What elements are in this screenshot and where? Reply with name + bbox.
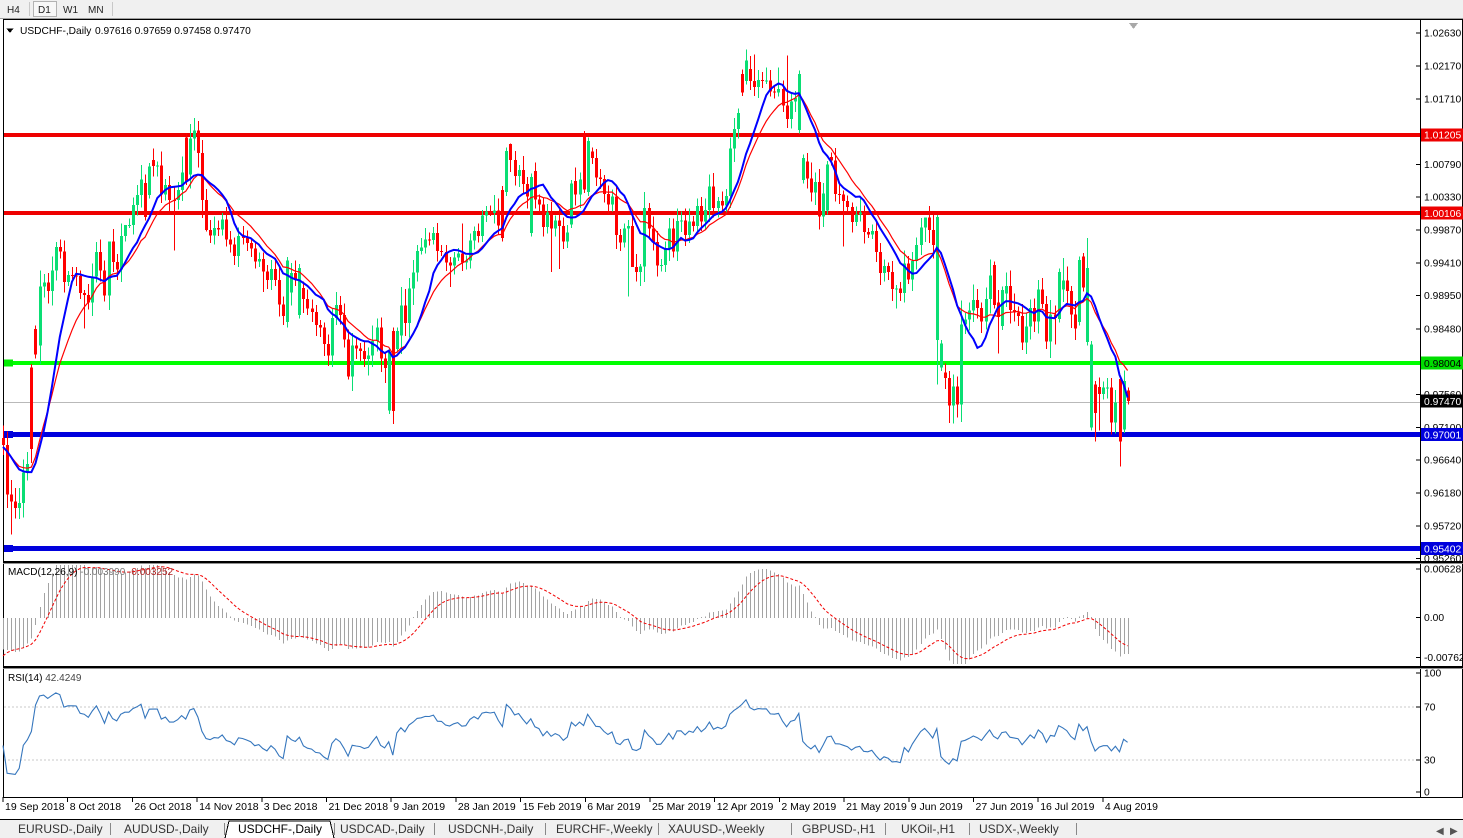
svg-text:H4: H4 [7, 5, 20, 16]
svg-text:1.00330: 1.00330 [1424, 193, 1461, 204]
svg-text:0.95402: 0.95402 [1424, 544, 1461, 555]
svg-text:MACD(12,26,9) -0.003990 -0.003: MACD(12,26,9) -0.003990 -0.003252 [8, 567, 174, 578]
svg-text:USDX-,Weekly: USDX-,Weekly [979, 822, 1059, 836]
svg-text:USDCNH-,Daily: USDCNH-,Daily [448, 822, 533, 836]
svg-text:30: 30 [1424, 756, 1436, 767]
svg-text:0: 0 [1424, 788, 1430, 799]
svg-text:0.97616 0.97659 0.97458 0.9747: 0.97616 0.97659 0.97458 0.97470 [95, 26, 251, 37]
svg-text:RSI(14) 42.4249: RSI(14) 42.4249 [8, 673, 82, 684]
svg-text:0.99870: 0.99870 [1424, 226, 1461, 237]
svg-text:0.97470: 0.97470 [1424, 397, 1461, 408]
svg-text:0.00: 0.00 [1424, 613, 1444, 624]
svg-text:1.00790: 1.00790 [1424, 160, 1461, 171]
svg-text:0.98950: 0.98950 [1424, 291, 1461, 302]
svg-text:▶: ▶ [1450, 826, 1458, 837]
svg-text:0.95260: 0.95260 [1424, 554, 1461, 565]
svg-text:EURUSD-,Daily: EURUSD-,Daily [18, 822, 103, 836]
svg-text:0.98480: 0.98480 [1424, 325, 1461, 336]
svg-text:8 Oct 2018: 8 Oct 2018 [70, 801, 122, 813]
svg-text:1.00106: 1.00106 [1424, 209, 1461, 220]
svg-text:25 Mar 2019: 25 Mar 2019 [652, 801, 711, 813]
svg-text:0.97001: 0.97001 [1424, 430, 1461, 441]
svg-text:12 Apr 2019: 12 Apr 2019 [717, 801, 774, 813]
svg-text:70: 70 [1424, 703, 1436, 714]
svg-text:16 Jul 2019: 16 Jul 2019 [1040, 801, 1094, 813]
svg-text:6 Mar 2019: 6 Mar 2019 [587, 801, 640, 813]
svg-text:USDCHF-,Daily: USDCHF-,Daily [20, 26, 92, 37]
svg-text:UKOil-,H1: UKOil-,H1 [901, 822, 955, 836]
svg-text:21 May 2019: 21 May 2019 [846, 801, 907, 813]
svg-text:21 Dec 2018: 21 Dec 2018 [329, 801, 389, 813]
svg-text:USDCAD-,Daily: USDCAD-,Daily [340, 822, 425, 836]
svg-text:MN: MN [88, 5, 104, 16]
svg-text:26 Oct 2018: 26 Oct 2018 [134, 801, 191, 813]
svg-text:1.01710: 1.01710 [1424, 94, 1461, 105]
svg-text:USDCHF-,Daily: USDCHF-,Daily [238, 822, 322, 836]
svg-text:AUDUSD-,Daily: AUDUSD-,Daily [124, 822, 209, 836]
svg-text:W1: W1 [63, 5, 78, 16]
svg-text:XAUUSD-,Weekly: XAUUSD-,Weekly [668, 822, 764, 836]
svg-text:9 Jun 2019: 9 Jun 2019 [911, 801, 963, 813]
svg-text:0.006286: 0.006286 [1424, 565, 1463, 576]
svg-text:GBPUSD-,H1: GBPUSD-,H1 [802, 822, 876, 836]
svg-text:0.96180: 0.96180 [1424, 489, 1461, 500]
svg-text:1.02170: 1.02170 [1424, 62, 1461, 73]
svg-text:1.01205: 1.01205 [1424, 131, 1461, 142]
svg-text:100: 100 [1424, 669, 1441, 680]
svg-text:9 Jan 2019: 9 Jan 2019 [393, 801, 445, 813]
svg-text:19 Sep 2018: 19 Sep 2018 [5, 801, 65, 813]
svg-text:D1: D1 [38, 5, 51, 16]
svg-text:-0.00762: -0.00762 [1424, 653, 1463, 664]
svg-text:◀: ◀ [1436, 826, 1444, 837]
svg-text:3 Dec 2018: 3 Dec 2018 [264, 801, 318, 813]
svg-text:4 Aug 2019: 4 Aug 2019 [1105, 801, 1158, 813]
svg-text:0.96640: 0.96640 [1424, 456, 1461, 467]
svg-text:0.99410: 0.99410 [1424, 258, 1461, 269]
svg-text:2 May 2019: 2 May 2019 [781, 801, 836, 813]
svg-text:1.02630: 1.02630 [1424, 29, 1461, 40]
svg-text:27 Jun 2019: 27 Jun 2019 [976, 801, 1034, 813]
svg-text:28 Jan 2019: 28 Jan 2019 [458, 801, 516, 813]
svg-text:0.95720: 0.95720 [1424, 521, 1461, 532]
svg-text:EURCHF-,Weekly: EURCHF-,Weekly [556, 822, 652, 836]
svg-text:15 Feb 2019: 15 Feb 2019 [523, 801, 582, 813]
svg-text:14 Nov 2018: 14 Nov 2018 [199, 801, 259, 813]
svg-text:0.98004: 0.98004 [1424, 359, 1461, 370]
